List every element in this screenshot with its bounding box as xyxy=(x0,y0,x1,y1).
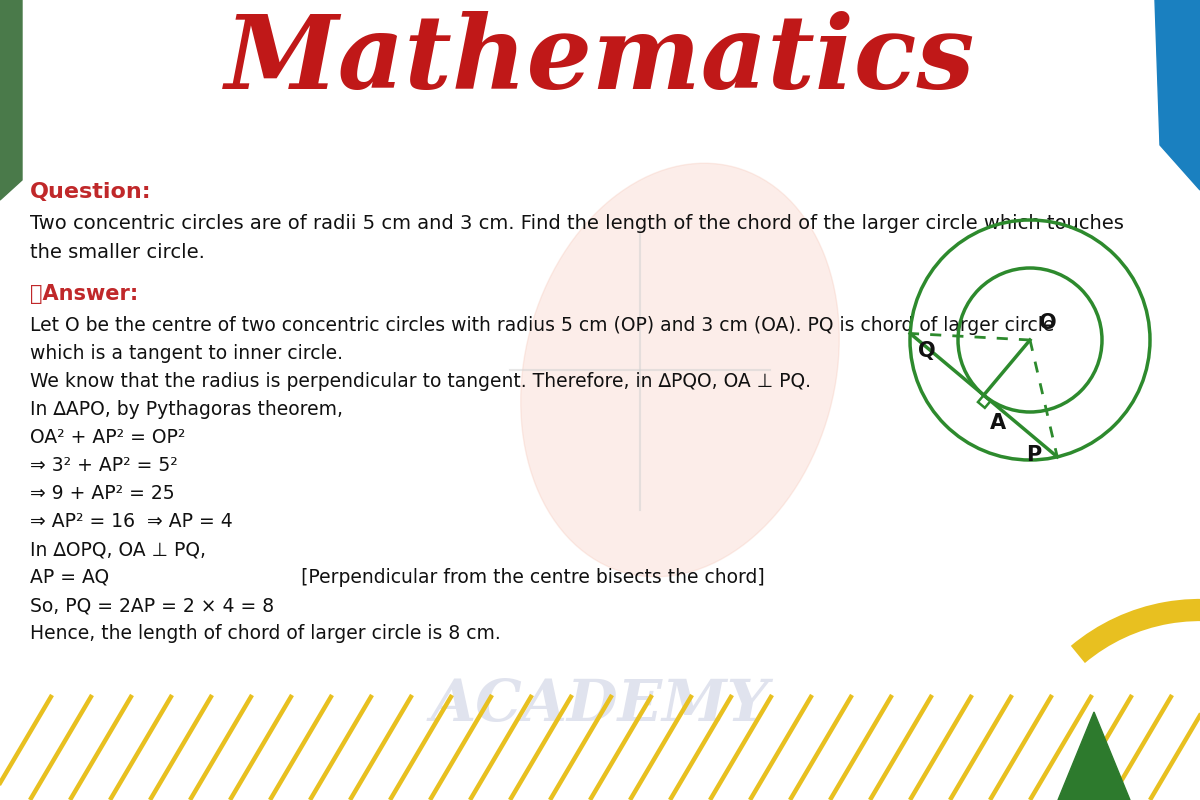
Polygon shape xyxy=(1058,712,1130,800)
Text: Question:: Question: xyxy=(30,182,151,202)
Text: ACADEMY: ACADEMY xyxy=(431,677,769,734)
Text: Hence, the length of chord of larger circle is 8 cm.: Hence, the length of chord of larger cir… xyxy=(30,624,500,643)
Text: ⇒ 3² + AP² = 5²: ⇒ 3² + AP² = 5² xyxy=(30,456,178,475)
Polygon shape xyxy=(1154,0,1200,190)
Text: In ∆APO, by Pythagoras theorem,: In ∆APO, by Pythagoras theorem, xyxy=(30,400,343,419)
Text: OA² + AP² = OP²: OA² + AP² = OP² xyxy=(30,428,185,447)
Text: ⇒ 9 + AP² = 25: ⇒ 9 + AP² = 25 xyxy=(30,484,175,503)
Text: P: P xyxy=(1026,445,1042,465)
Text: AP = AQ                                [Perpendicular from the centre bisects th: AP = AQ [Perpendicular from the centre b… xyxy=(30,568,764,587)
Ellipse shape xyxy=(521,163,839,577)
Text: Two concentric circles are of radii 5 cm and 3 cm. Find the length of the chord : Two concentric circles are of radii 5 cm… xyxy=(30,214,1124,262)
Text: So, PQ = 2AP = 2 × 4 = 8: So, PQ = 2AP = 2 × 4 = 8 xyxy=(30,596,274,615)
Text: Q: Q xyxy=(918,342,936,362)
Text: which is a tangent to inner circle.: which is a tangent to inner circle. xyxy=(30,344,343,363)
Text: ⇒ AP² = 16  ⇒ AP = 4: ⇒ AP² = 16 ⇒ AP = 4 xyxy=(30,512,233,531)
Text: In ∆OPQ, OA ⊥ PQ,: In ∆OPQ, OA ⊥ PQ, xyxy=(30,540,206,559)
Text: O: O xyxy=(1039,313,1057,333)
Polygon shape xyxy=(0,0,22,200)
Text: We know that the radius is perpendicular to tangent. Therefore, in ∆PQO, OA ⊥ PQ: We know that the radius is perpendicular… xyxy=(30,372,811,391)
Text: Let O be the centre of two concentric circles with radius 5 cm (OP) and 3 cm (OA: Let O be the centre of two concentric ci… xyxy=(30,316,1055,335)
Text: A: A xyxy=(990,413,1006,433)
Text: Mathematics: Mathematics xyxy=(224,10,976,110)
Text: 📰Answer:: 📰Answer: xyxy=(30,284,138,304)
